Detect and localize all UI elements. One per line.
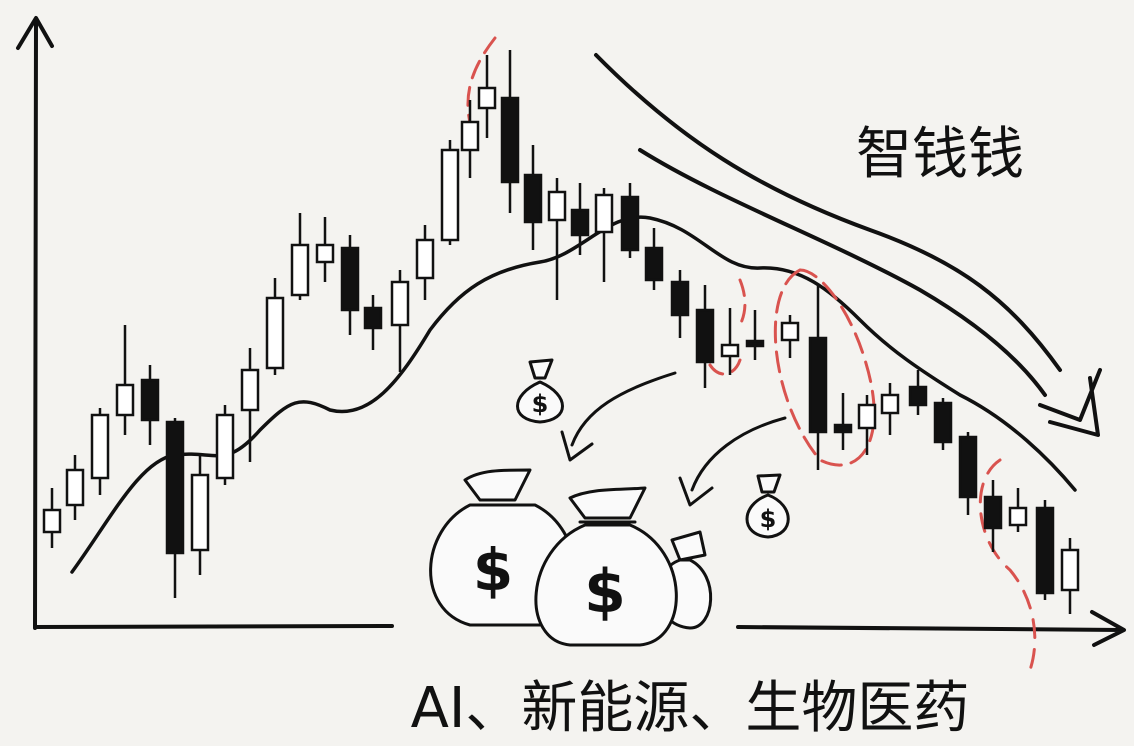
- label-sectors: AI、新能源、生物医药: [411, 676, 970, 741]
- candle-body: [695, 308, 715, 364]
- candle-body: [547, 190, 567, 222]
- candle-body: [290, 243, 310, 297]
- candle-body: [594, 193, 614, 234]
- candle-body: [140, 378, 160, 422]
- candle-body: [390, 280, 410, 327]
- candle-body: [1035, 506, 1055, 595]
- trend-arrow: [638, 148, 1102, 437]
- x-axis: [33, 624, 394, 629]
- candle-body: [958, 435, 978, 499]
- candle-body: [833, 423, 853, 434]
- dollar-sign: $: [584, 557, 626, 627]
- candle-body: [523, 173, 543, 224]
- money-bags: [429, 358, 790, 647]
- candle-body: [363, 306, 383, 330]
- candle-body: [190, 473, 210, 552]
- dollar-sign: $: [532, 390, 549, 418]
- candle-body: [1008, 506, 1028, 527]
- candles: [42, 50, 1080, 614]
- money-bag: [516, 358, 564, 424]
- candle-body: [215, 413, 235, 480]
- candle-body: [415, 238, 435, 280]
- candle-body: [500, 96, 520, 184]
- label-smart-money: 智钱钱: [856, 122, 1024, 187]
- candle-body: [983, 495, 1003, 530]
- candle-body: [745, 339, 765, 348]
- highlight: [708, 278, 747, 376]
- candle-body: [165, 420, 185, 555]
- candle-body: [1060, 548, 1080, 592]
- candle-body: [670, 280, 690, 317]
- candle-body: [908, 385, 928, 407]
- candle-body: [880, 393, 900, 415]
- dollar-signs: $ $ $ $: [473, 390, 777, 627]
- candle-body: [857, 403, 877, 430]
- candle-body: [933, 401, 953, 444]
- candle-body: [90, 413, 110, 480]
- dollar-sign: $: [760, 505, 777, 533]
- money-bag: [745, 473, 790, 539]
- candle-body: [340, 246, 360, 312]
- candle-body: [477, 86, 497, 110]
- candle-body: [720, 343, 740, 358]
- candle-body: [620, 195, 640, 252]
- highlight: [978, 458, 1037, 672]
- money-bag: [534, 486, 678, 647]
- candle-body: [240, 368, 260, 412]
- candle-body: [780, 321, 800, 342]
- flow-arrow: [678, 416, 787, 507]
- candle-body: [440, 148, 460, 242]
- trend-arrow: [594, 53, 1062, 372]
- candle-body: [65, 468, 85, 507]
- highlight: [773, 268, 876, 467]
- candle-body: [115, 383, 135, 417]
- candle-body: [315, 243, 335, 264]
- candle-body: [570, 208, 590, 237]
- flow-arrow: [560, 371, 677, 462]
- candle-body: [42, 508, 62, 534]
- candle-body: [265, 296, 285, 370]
- candle-body: [460, 120, 480, 152]
- dollar-sign: $: [473, 536, 513, 604]
- candle-body: [644, 246, 664, 282]
- y-axis: [16, 16, 54, 630]
- candle-body: [808, 336, 828, 434]
- x-axis-arrow: [736, 610, 1126, 647]
